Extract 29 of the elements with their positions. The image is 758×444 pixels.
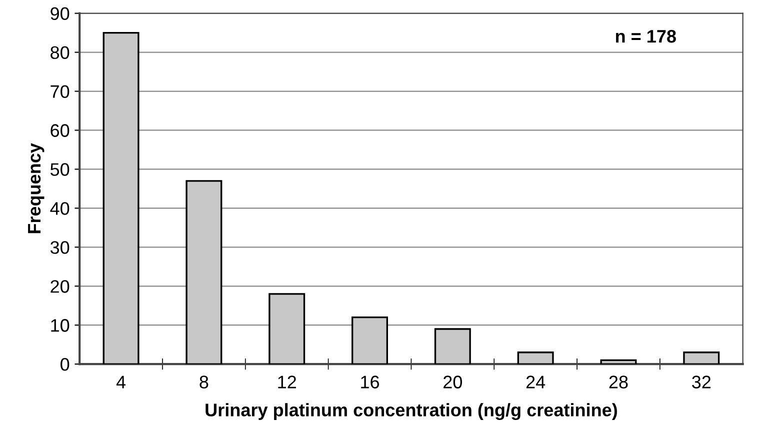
x-tick-label: 16 — [361, 376, 380, 388]
y-tick-label: 70 — [50, 85, 70, 98]
y-tick-label: 10 — [51, 319, 70, 332]
bar — [268, 293, 306, 364]
x-axis-title: Urinary platinum concentration (ng/g creatinine) — [206, 403, 617, 420]
y-tick-label: 30 — [50, 241, 70, 254]
y-tick-label: 50 — [50, 163, 70, 176]
x-tick-label: 8 — [200, 376, 208, 388]
bar — [683, 352, 720, 364]
bar — [434, 328, 471, 364]
bar — [102, 32, 140, 364]
y-tick-label: 0 — [60, 358, 70, 371]
y-tick-label: 60 — [50, 124, 70, 137]
x-tick-label: 20 — [444, 376, 462, 388]
y-tick-label: 40 — [50, 202, 70, 215]
x-tick-label: 12 — [278, 376, 296, 388]
bar — [186, 180, 222, 364]
x-tick-label: 32 — [692, 376, 711, 388]
y-tick-label: 90 — [50, 7, 70, 20]
bar — [517, 352, 554, 364]
annotation: n = 178 — [616, 30, 676, 43]
x-tick-label: 28 — [609, 376, 628, 388]
x-tick-label: 24 — [526, 376, 546, 388]
bar — [600, 359, 637, 364]
bar — [352, 316, 388, 364]
y-tick-label: 20 — [50, 280, 70, 293]
y-tick-label: 80 — [50, 46, 70, 60]
y-axis-title: Frequency — [28, 143, 44, 234]
x-tick-label: 4 — [116, 376, 126, 388]
